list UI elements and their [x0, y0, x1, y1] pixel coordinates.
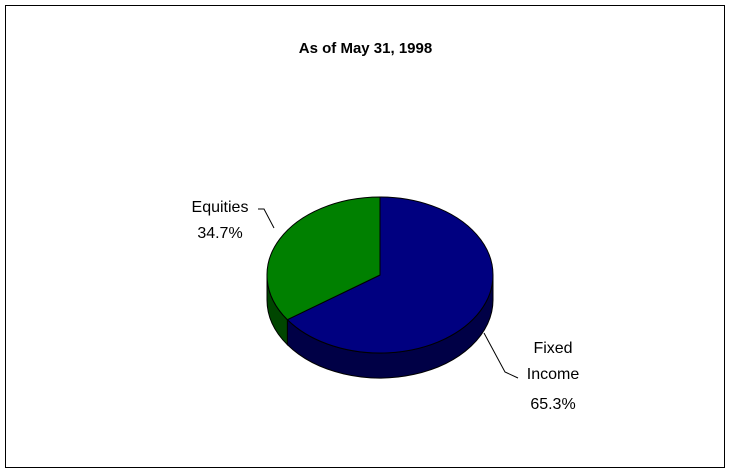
- value-label: 34.7%: [197, 225, 243, 242]
- leader-line: [258, 208, 275, 229]
- pie-slice: [266, 196, 381, 321]
- chart-title: As of May 31, 1998: [298, 40, 433, 57]
- category-label: Equities: [191, 199, 249, 216]
- value-label: 65.3%: [530, 396, 576, 413]
- pie-slice: [286, 196, 494, 354]
- category-label: Fixed Income: [526, 340, 580, 383]
- leader-line: [483, 332, 519, 379]
